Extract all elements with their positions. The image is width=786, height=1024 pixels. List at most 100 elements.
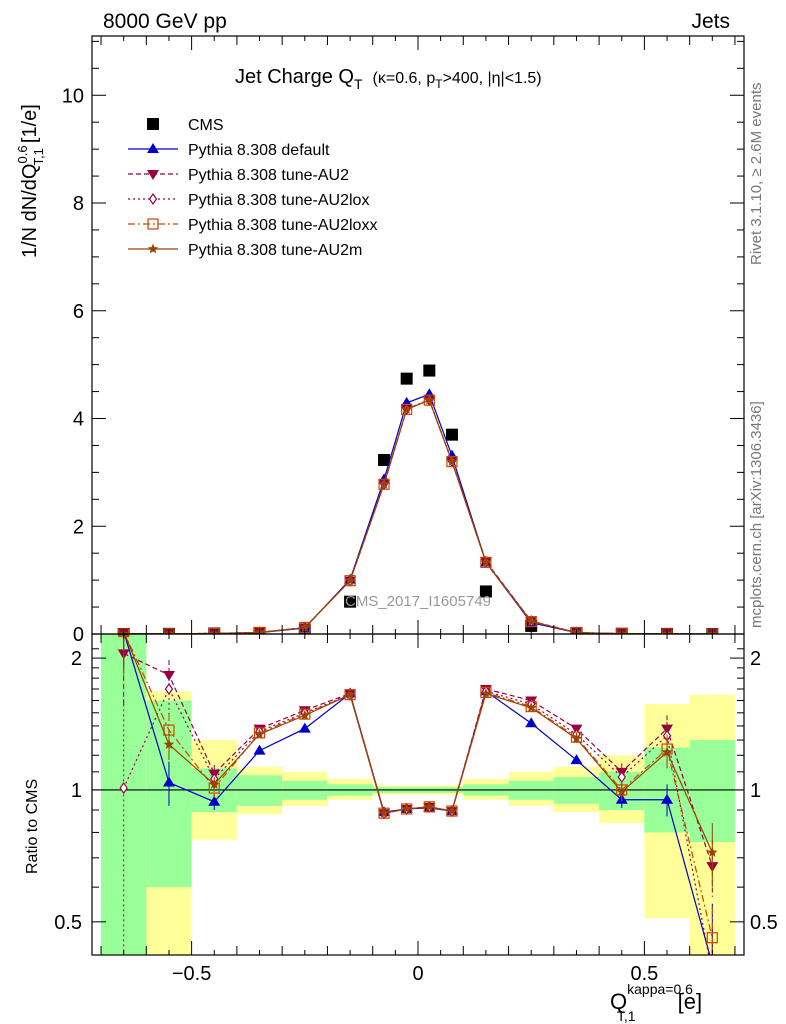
ratio-data-point [616,786,627,797]
ratio-data-point [299,709,310,720]
legend-marker [147,118,159,130]
ratio-data-point [706,932,718,944]
ratio-data-point [162,670,175,681]
ratio-data-point [571,733,582,743]
ratio-y-tick-label-right: 0.5 [750,912,778,934]
header-right-label: Jets [691,10,730,33]
legend-marker [148,192,158,206]
main-y-axis-label: 1/N dN/dQ0.6T,1 [1/e] [15,104,46,258]
main-y-axis-label-sup: 0.6 [15,145,30,163]
ratio-data-point [253,744,266,755]
ratio-y-tick-label: 2 [71,648,82,670]
legend-marker [147,243,159,254]
ratio-data-point [525,717,538,728]
ratio-y-tick-label-right: 2 [750,648,761,670]
header-left-label: 8000 GeV pp [103,10,227,33]
main-y-axis-label-main: 1/N dN/dQ [19,164,41,258]
ratio-series-line [123,652,713,867]
rivet-version-label: Rivet 3.1.10, ≥ 2.6M events [748,83,765,266]
ratio-data-point [480,686,492,698]
ratio-data-point [709,969,716,979]
main-y-tick-label: 0 [73,624,84,646]
ratio-data-point [570,754,583,765]
main-data-point [378,478,390,489]
ratio-data-point [378,807,390,818]
ratio-data-point [480,688,492,698]
chart-title-sub: T [354,76,363,92]
x-axis-label-sup: kappa=0.6 [627,981,693,997]
main-y-tick-label: 8 [73,193,84,215]
ratio-data-point [526,702,537,713]
ratio-data-point [253,727,266,739]
green-band-bin [236,775,283,806]
main-panel-series [117,364,719,634]
ratio-data-point [446,805,458,816]
legend-label: Pythia 8.308 tune-AU2loxx [188,217,377,234]
main-data-point [424,394,435,405]
main-y-tick-label: 10 [62,85,84,107]
main-data-point [401,403,412,414]
ratio-series-line [124,634,713,853]
legend-marker [147,218,159,230]
ratio-data-point [254,728,265,739]
ratio-y-axis-label: Ratio to CMS [24,779,41,874]
main-data-point [526,616,537,627]
ratio-y-tick-label: 1 [71,780,82,802]
legend-label: Pythia 8.308 tune-AU2lox [188,192,369,209]
x-axis-label-unit: [e] [678,989,702,1014]
ratio-data-point [424,801,435,812]
main-data-point [480,556,492,567]
legend-label: Pythia 8.308 tune-AU2 [188,167,349,184]
ratio-y-tick-label: 0.5 [54,912,82,934]
main-y-tick-label: 4 [73,409,84,431]
main-y-axis-label-sub: T,1 [31,148,46,165]
ratio-data-point [209,778,220,789]
x-axis-label: Qkappa=0.6 T,1 [e] [610,981,702,1024]
chart-title-cuts-sub: T [435,77,443,91]
ratio-data-point [164,682,174,696]
main-data-point [378,453,391,466]
ratio-data-point [344,689,356,700]
chart-title: Jet Charge QT (κ=0.6, pT>400, |η|<1.5) [235,66,542,92]
legend-label: CMS [188,117,224,134]
ratio-data-point [119,782,128,795]
x-axis-label-main: Q [610,989,627,1014]
ratio-panel-series [117,634,719,979]
x-axis-label-sub: T,1 [617,1008,636,1024]
analysis-watermark: CMS_2017_I1605749 [345,593,491,610]
main-data-point [479,585,492,598]
chart-title-cuts: (κ=0.6, p [373,70,436,87]
chart-legend: CMS Pythia 8.308 default Pythia 8.308 tune… [128,117,377,259]
main-y-axis-label-unit: [1/e] [19,104,41,143]
ratio-data-point [661,793,674,804]
mcplots-source-label: mcplots.cern.ch [arXiv:1306.3436] [748,401,765,628]
main-data-point [344,575,356,586]
x-tick-label: −0.5 [172,963,211,985]
main-data-point [400,372,413,385]
legend-label: Pythia 8.308 tune-AU2m [188,242,362,259]
x-tick-label: 0 [412,963,423,985]
main-y-tick-label: 6 [73,301,84,323]
main-y-tick-label: 2 [73,516,84,538]
legend-marker [147,143,159,153]
ratio-data-point [707,847,718,857]
ratio-data-point [661,746,673,757]
legend-label: Pythia 8.308 default [188,142,330,159]
ratio-data-point [299,708,311,720]
ratio-data-point [298,722,311,733]
ratio-data-point [401,803,412,814]
ratio-data-point [706,958,718,968]
legend-marker [147,170,159,180]
ratio-data-point [208,795,221,806]
chart-title-cuts-tail: >400, |η|<1.5) [443,70,542,87]
main-data-point [423,364,436,377]
ratio-data-point [163,739,175,749]
main-data-point [445,428,458,441]
chart-title-main: Jet Charge Q [235,66,354,88]
ratio-y-tick-label-right: 1 [750,780,761,802]
main-data-point [446,456,458,467]
main-data-point [299,622,310,632]
main-data-point [344,595,357,608]
